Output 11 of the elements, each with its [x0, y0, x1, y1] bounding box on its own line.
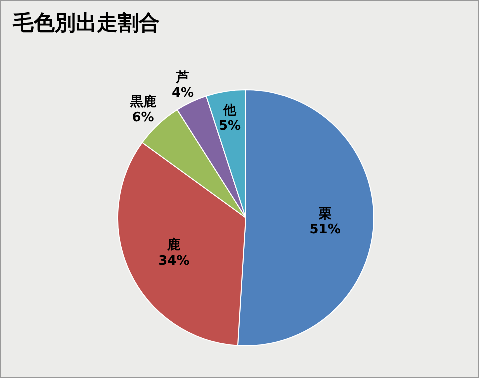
data-label: 51% [310, 222, 341, 238]
slice-label: 栗 [318, 206, 332, 222]
slice-label: 他 [222, 103, 238, 118]
slice-label: 芦 [175, 70, 190, 86]
data-label: 6% [132, 110, 154, 126]
slice-label: 黒鹿 [129, 94, 156, 110]
data-label: 34% [158, 254, 190, 269]
slice-label: 鹿 [166, 237, 181, 254]
data-label: 5% [218, 118, 242, 134]
chart-title: 毛色別出走割合 [13, 10, 160, 37]
data-label: 4% [172, 86, 194, 102]
